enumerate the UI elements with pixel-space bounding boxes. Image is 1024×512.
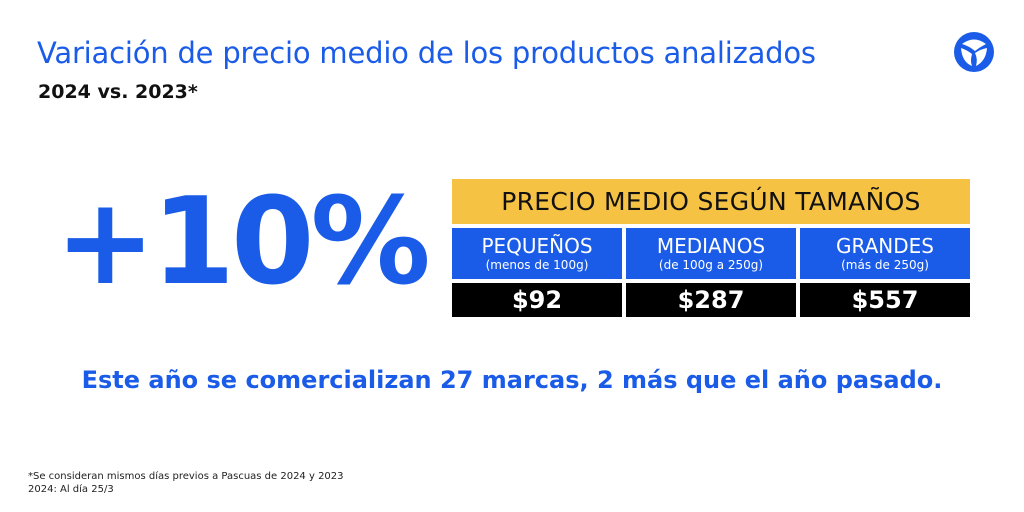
price-cell-large: $557 [800, 283, 970, 317]
size-row: PEQUEÑOS (menos de 100g) MEDIANOS (de 10… [452, 228, 970, 279]
size-range: (menos de 100g) [485, 257, 589, 272]
price-cell-small: $92 [452, 283, 622, 317]
size-name: MEDIANOS [656, 233, 766, 258]
price-cell-medium: $287 [626, 283, 796, 317]
size-range: (más de 250g) [841, 257, 929, 272]
page-subtitle: 2024 vs. 2023* [38, 81, 198, 103]
brands-statement: Este año se comercializan 27 marcas, 2 m… [81, 366, 943, 394]
table-header: PRECIO MEDIO SEGÚN TAMAÑOS [452, 179, 970, 224]
size-cell-large: GRANDES (más de 250g) [800, 228, 970, 279]
size-cell-small: PEQUEÑOS (menos de 100g) [452, 228, 622, 279]
size-name: PEQUEÑOS [481, 233, 593, 258]
size-name: GRANDES [836, 233, 934, 258]
size-range: (de 100g a 250g) [658, 257, 764, 272]
price-variation-stat: +10% [55, 173, 431, 312]
brand-swirl-logo-icon [954, 32, 994, 72]
price-by-size-table: PRECIO MEDIO SEGÚN TAMAÑOS PEQUEÑOS (men… [452, 179, 970, 317]
footnote-line: 2024: Al día 25/3 [28, 484, 114, 495]
page-title: Variación de precio medio de los product… [37, 36, 816, 70]
size-cell-medium: MEDIANOS (de 100g a 250g) [626, 228, 796, 279]
footnotes: *Se consideran mismos días previos a Pas… [28, 470, 344, 496]
footnote-line: *Se consideran mismos días previos a Pas… [28, 471, 344, 482]
price-row: $92 $287 $557 [452, 283, 970, 317]
